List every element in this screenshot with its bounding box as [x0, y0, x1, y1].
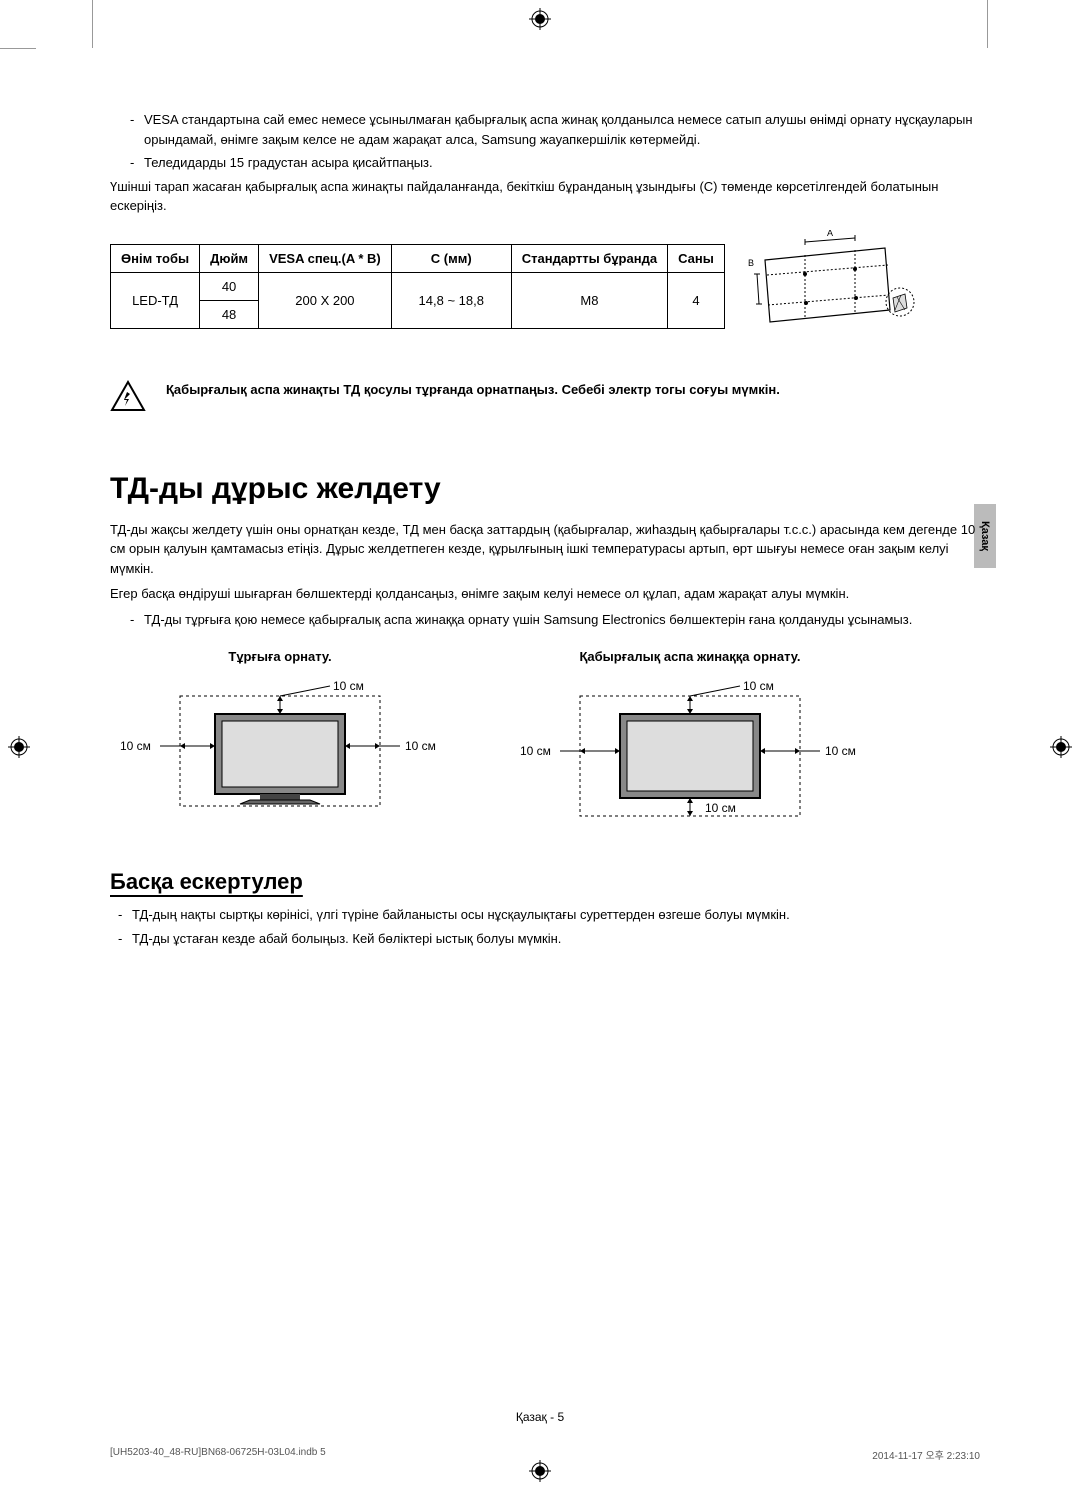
td-inch: 40: [200, 272, 259, 300]
cm-label: 10 см: [405, 739, 436, 753]
bullet-item: -ТД-ды тұрғыға қою немесе қабырғалық асп…: [130, 610, 980, 630]
vesa-diagram: A B: [745, 230, 925, 340]
bullet-text: ТД-дың нақты сыртқы көрінісі, үлгі түрін…: [132, 905, 790, 925]
wall-diagram-col: Қабырғалық аспа жинаққа орнату. 10 см 10…: [510, 649, 870, 829]
warning-text: Қабырғалық аспа жинақты ТД қосулы тұрған…: [166, 380, 780, 400]
stand-diagram-col: Тұрғыға орнату. 10 см 10 см 10 см: [110, 649, 450, 829]
spec-table: Өнім тобы Дюйм VESA спец.(A * B) C (мм) …: [110, 244, 725, 329]
vesa-a-label: A: [827, 230, 833, 238]
bullet-text: ТД-ды ұстаған кезде абай болыңыз. Кей бө…: [132, 929, 561, 949]
bullet-text: VESA стандартына сай емес немесе ұсынылм…: [144, 110, 980, 149]
bullet-item: -ТД-дың нақты сыртқы көрінісі, үлгі түрі…: [118, 905, 980, 925]
vesa-b-label: B: [748, 258, 754, 268]
reg-mark-right: [1050, 736, 1072, 758]
wall-diagram: 10 см 10 см 10 см 10 см: [510, 676, 870, 826]
td-screw: M8: [511, 272, 667, 328]
th-vesa: VESA спец.(A * B): [259, 244, 392, 272]
bullet-text: ТД-ды тұрғыға қою немесе қабырғалық аспа…: [144, 610, 912, 630]
td-group: LED-ТД: [111, 272, 200, 328]
cm-label: 10 см: [120, 739, 151, 753]
th-cmm: C (мм): [391, 244, 511, 272]
td-qty: 4: [668, 272, 725, 328]
ventilation-heading: ТД-ды дұрыс желдету: [110, 472, 980, 506]
crop-line: [0, 48, 36, 49]
table-header-row: Өнім тобы Дюйм VESA спец.(A * B) C (мм) …: [111, 244, 725, 272]
crop-line: [92, 0, 93, 48]
reg-mark-bottom: [529, 1460, 551, 1482]
footer-date: 2014-11-17 오후 2:23:10: [872, 1447, 980, 1462]
reg-mark-top: [529, 8, 551, 30]
stand-title: Тұрғыға орнату.: [110, 649, 450, 664]
top-bullets: -VESA стандартына сай емес немесе ұсыныл…: [130, 110, 980, 173]
bullet-item: -ТД-ды ұстаған кезде абай болыңыз. Кей б…: [118, 929, 980, 949]
other-heading: Басқа ескертулер: [110, 869, 980, 895]
screw-note: Үшінші тарап жасаған қабырғалық аспа жин…: [110, 177, 980, 216]
bullet-item: -Теледидарды 15 градустан асыра қисайтпа…: [130, 153, 980, 173]
th-qty: Саны: [668, 244, 725, 272]
warning-row: Қабырғалық аспа жинақты ТД қосулы тұрған…: [110, 380, 980, 412]
page-number: Қазақ - 5: [0, 1410, 1080, 1424]
cm-label: 10 см: [520, 744, 551, 758]
warning-icon: [110, 380, 146, 412]
table-row: LED-ТД 40 200 X 200 14,8 ~ 18,8 M8 4: [111, 272, 725, 300]
other-bullets: -ТД-дың нақты сыртқы көрінісі, үлгі түрі…: [118, 905, 980, 948]
vent-para: Егер басқа өндіруші шығарған бөлшектерді…: [110, 584, 980, 604]
td-cmm: 14,8 ~ 18,8: [391, 272, 511, 328]
vent-para: ТД-ды жақсы желдету үшін оны орнатқан ке…: [110, 520, 980, 579]
stand-diagram: 10 см 10 см 10 см: [110, 676, 450, 826]
page-content: -VESA стандартына сай емес немесе ұсыныл…: [110, 110, 980, 952]
bullet-item: -VESA стандартына сай емес немесе ұсыныл…: [130, 110, 980, 149]
ventilation-diagrams: Тұрғыға орнату. 10 см 10 см 10 см: [110, 649, 980, 829]
th-inch: Дюйм: [200, 244, 259, 272]
bullet-text: Теледидарды 15 градустан асыра қисайтпаң…: [144, 153, 433, 173]
footer-meta: [UH5203-40_48-RU]BN68-06725H-03L04.indb …: [110, 1447, 980, 1462]
th-group: Өнім тобы: [111, 244, 200, 272]
th-screw: Стандартты бұранда: [511, 244, 667, 272]
crop-line: [987, 0, 988, 48]
td-vesa: 200 X 200: [259, 272, 392, 328]
cm-label: 10 см: [705, 801, 736, 815]
vent-bullets: -ТД-ды тұрғыға қою немесе қабырғалық асп…: [130, 610, 980, 630]
cm-label: 10 см: [333, 679, 364, 693]
cm-label: 10 см: [743, 679, 774, 693]
cm-label: 10 см: [825, 744, 856, 758]
reg-mark-left: [8, 736, 30, 758]
wall-title: Қабырғалық аспа жинаққа орнату.: [510, 649, 870, 664]
td-inch: 48: [200, 300, 259, 328]
footer-file: [UH5203-40_48-RU]BN68-06725H-03L04.indb …: [110, 1447, 326, 1462]
